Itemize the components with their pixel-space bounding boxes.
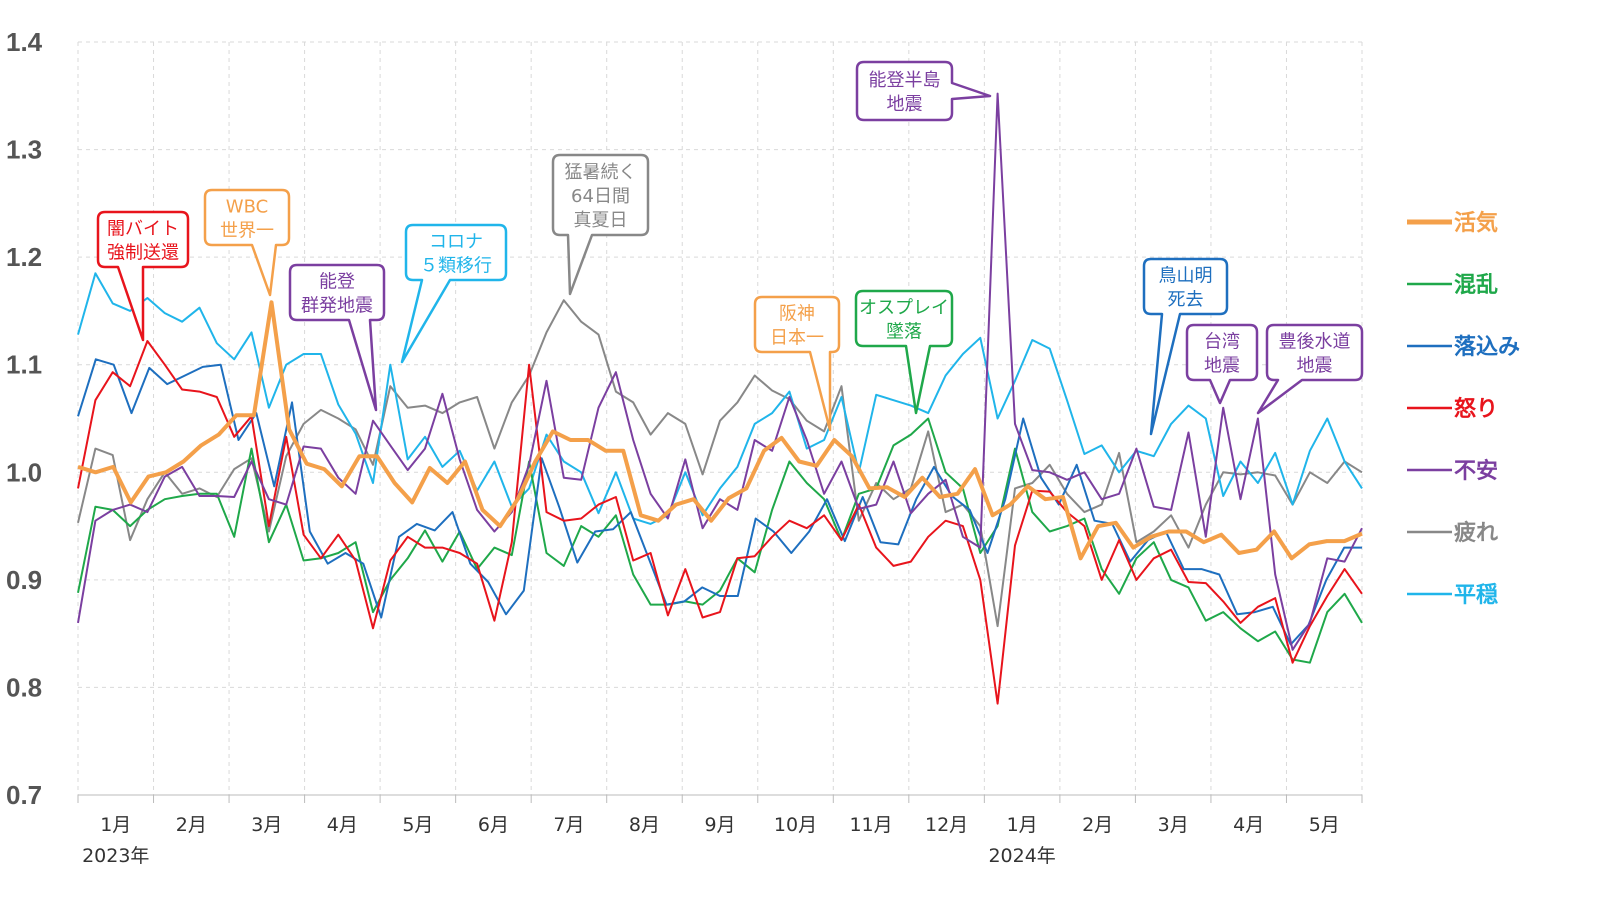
annotation-text: 台湾 xyxy=(1204,332,1240,353)
x-tick-label: 7月 xyxy=(553,814,584,836)
y-axis-ticks: 0.7 0.8 0.9 1.0 1.1 1.2 1.3 1.4 xyxy=(6,27,43,810)
legend-item-6: 疲れ xyxy=(1407,520,1498,546)
annotation-text: 地震 xyxy=(887,94,923,115)
legend-item-5: 不安 xyxy=(1407,458,1498,484)
annotation-box xyxy=(400,223,508,364)
annotation-text: 鳥山明 xyxy=(1159,266,1213,287)
x-tick-label: 4月 xyxy=(1233,814,1264,836)
legend-item-4: 怒り xyxy=(1407,396,1498,422)
y-tick-label: 0.9 xyxy=(6,565,42,595)
annotation-box xyxy=(203,188,291,297)
annotation-text: 64日間 xyxy=(571,186,630,207)
series-line-7 xyxy=(77,272,1363,525)
series-line-1 xyxy=(77,300,1363,561)
legend-item-7: 平穏 xyxy=(1407,583,1498,608)
y-tick-label: 1.0 xyxy=(6,457,42,487)
annotation-text: コロナ xyxy=(429,232,483,253)
series-line-5 xyxy=(77,92,1363,651)
annotation-text: 日本一 xyxy=(770,328,824,349)
annotation-box xyxy=(96,210,190,342)
x-tick-label: 12月 xyxy=(925,814,968,836)
x-tick-label: 11月 xyxy=(849,814,892,836)
legend-label: 不安 xyxy=(1454,458,1498,484)
legend-item-2: 混乱 xyxy=(1407,273,1498,298)
y-tick-label: 1.1 xyxy=(6,350,42,380)
annotation-callout-4: コロナ ５類移行 xyxy=(400,223,508,364)
x-tick-label: 10月 xyxy=(774,814,817,836)
x-tick-label: 5月 xyxy=(1309,814,1340,836)
y-tick-label: 1.2 xyxy=(6,242,42,272)
x-tick-label: 9月 xyxy=(704,814,735,836)
x-tick-label: 5月 xyxy=(402,814,433,836)
legend-label: 平穏 xyxy=(1454,583,1498,608)
x-tick-label: 2月 xyxy=(1082,814,1113,836)
x-tick-label: 8月 xyxy=(629,814,660,836)
annotation-text: 墜落 xyxy=(886,322,922,343)
legend-item-3: 落込み xyxy=(1407,335,1520,360)
series-line-4 xyxy=(77,340,1363,705)
annotation-box xyxy=(854,289,954,415)
annotation-text: 猛暑続く xyxy=(565,162,637,183)
annotation-text: 能登 xyxy=(319,272,355,293)
x-tick-label: 3月 xyxy=(1158,814,1189,836)
y-tick-label: 0.8 xyxy=(6,672,42,702)
series-line-6 xyxy=(77,299,1363,628)
annotation-text: 真夏日 xyxy=(574,210,628,231)
legend-label: 怒り xyxy=(1454,396,1498,422)
series-line-2 xyxy=(77,417,1363,664)
annotation-text: 阪神 xyxy=(779,304,815,325)
annotation-box xyxy=(551,153,650,296)
legend-label: 疲れ xyxy=(1454,520,1498,546)
x-tick-label: 3月 xyxy=(251,814,282,836)
annotation-text: 死去 xyxy=(1168,290,1204,311)
year-label: 2024年 xyxy=(988,845,1055,867)
annotation-text: 地震 xyxy=(1204,356,1240,377)
annotation-text: オスプレイ xyxy=(859,298,949,319)
x-tick-label: 1月 xyxy=(1007,814,1038,836)
legend-label: 活気 xyxy=(1454,210,1498,236)
annotation-box xyxy=(1185,323,1259,405)
annotation-text: 豊後水道 xyxy=(1279,332,1351,353)
annotation-text: 地震 xyxy=(1297,356,1333,377)
y-tick-label: 0.7 xyxy=(6,780,42,810)
grid-lines xyxy=(77,41,1363,796)
x-tick-label: 1月 xyxy=(100,814,131,836)
annotation-text: 群発地震 xyxy=(301,296,373,317)
x-axis-ticks: 1月 2月 3月 4月 5月 6月 7月 8月 9月 10月 11月 12月 1月 2月 3月 4月 5月 202… xyxy=(77,795,1363,867)
annotation-text: 強制送還 xyxy=(107,243,179,264)
annotation-text: 能登半島 xyxy=(869,70,941,91)
x-tick-label: 4月 xyxy=(327,814,358,836)
y-tick-label: 1.4 xyxy=(6,27,43,57)
legend-item-1: 活気 xyxy=(1407,210,1498,236)
annotation-box xyxy=(855,60,992,122)
year-label: 2023年 xyxy=(82,845,149,867)
annotation-box xyxy=(1256,323,1364,415)
annotation-box xyxy=(288,263,386,412)
annotation-callout-2: WBC 世界一 xyxy=(203,188,291,297)
annotation-box xyxy=(1142,257,1229,436)
x-tick-label: 2月 xyxy=(176,814,207,836)
legend-label: 落込み xyxy=(1454,335,1520,360)
annotation-box xyxy=(753,295,841,432)
annotation-text: ５類移行 xyxy=(420,256,492,277)
x-tick-label: 6月 xyxy=(478,814,509,836)
annotation-text: 闇バイト xyxy=(107,219,179,240)
y-tick-label: 1.3 xyxy=(6,135,42,165)
annotation-text: 世界一 xyxy=(220,221,274,242)
annotation-text: WBC xyxy=(226,197,268,218)
series-lines xyxy=(77,92,1363,705)
legend-label: 混乱 xyxy=(1454,273,1498,298)
